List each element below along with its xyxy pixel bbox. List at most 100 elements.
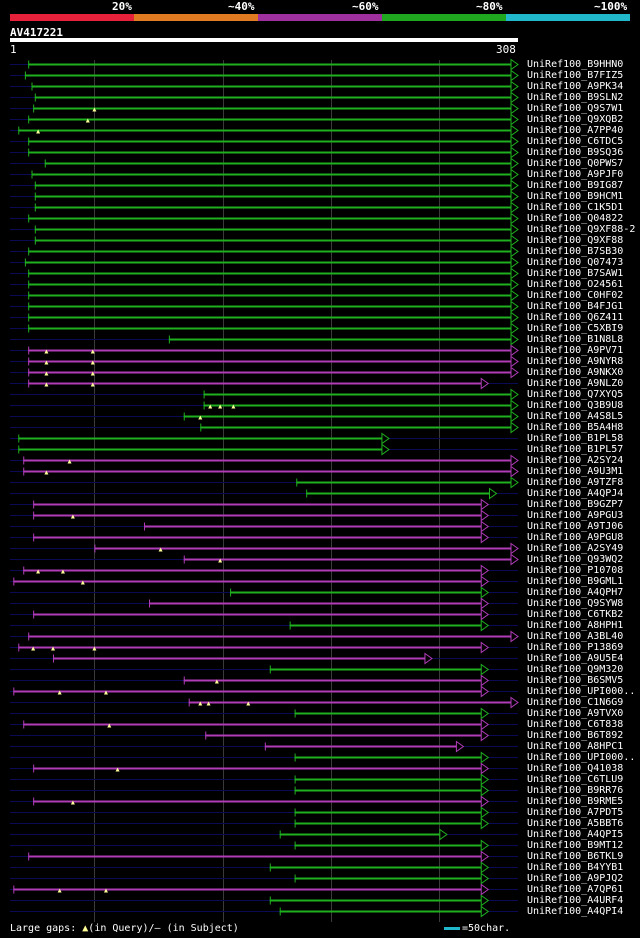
- hit-label[interactable]: UniRef100_Q0PWS7: [527, 158, 624, 169]
- hit-label[interactable]: UniRef100_Q07473: [527, 257, 624, 268]
- hit-label[interactable]: UniRef100_A4QPH7: [527, 587, 624, 598]
- hit-label[interactable]: UniRef100_A4QPI4: [527, 906, 624, 917]
- hit-label[interactable]: UniRef100_B1PL57: [527, 444, 624, 455]
- hit-label[interactable]: UniRef100_B7SB30: [527, 246, 624, 257]
- query-gap-marker: [44, 349, 49, 354]
- hit-label[interactable]: UniRef100_Q9XF88-2: [527, 224, 636, 235]
- hit-end-arrow: [510, 311, 519, 324]
- hit-end-arrow: [510, 630, 519, 643]
- hit-label[interactable]: UniRef100_A8HPC1: [527, 741, 624, 752]
- hit-label[interactable]: UniRef100_A9PJF0: [527, 169, 624, 180]
- hit-label[interactable]: UniRef100_O24561: [527, 279, 624, 290]
- scale-label-80: ~80%: [476, 0, 503, 13]
- hit-label[interactable]: UniRef100_A4QPJ4: [527, 488, 624, 499]
- hit-label[interactable]: UniRef100_B9SQ36: [527, 147, 624, 158]
- hit-label[interactable]: UniRef100_B4FJG1: [527, 301, 624, 312]
- query-gap-marker: [90, 360, 95, 365]
- hit-label[interactable]: UniRef100_C6TKB2: [527, 609, 624, 620]
- hit-label[interactable]: UniRef100_B5A4H8: [527, 422, 624, 433]
- hit-label[interactable]: UniRef100_A2SY49: [527, 543, 624, 554]
- hit-end-arrow: [510, 344, 519, 357]
- query-bar: [10, 38, 518, 42]
- hit-label[interactable]: UniRef100_A9PV71: [527, 345, 624, 356]
- hit-label[interactable]: UniRef100_C0HF02: [527, 290, 624, 301]
- query-gap-marker: [70, 800, 75, 805]
- hit-label[interactable]: UniRef100_A9NYR8: [527, 356, 624, 367]
- hit-end-arrow: [480, 795, 490, 808]
- hit-label[interactable]: UniRef100_B9MT12: [527, 840, 624, 851]
- hit-label[interactable]: UniRef100_B7FIZ5: [527, 70, 624, 81]
- hit-end-arrow: [480, 751, 490, 764]
- hit-label[interactable]: UniRef100_B9SLN2: [527, 92, 624, 103]
- hit-label[interactable]: UniRef100_A3BL40: [527, 631, 624, 642]
- hit-label[interactable]: UniRef100_B1PL58: [527, 433, 624, 444]
- hit-label[interactable]: UniRef100_Q6Z411: [527, 312, 624, 323]
- query-gap-marker-icon: ▲: [82, 923, 89, 934]
- hit-label[interactable]: UniRef100_Q7XYQ5: [527, 389, 624, 400]
- hit-label[interactable]: UniRef100_Q9XF88: [527, 235, 624, 246]
- hit-label[interactable]: UniRef100_Q9SYW8: [527, 598, 624, 609]
- hit-label[interactable]: UniRef100_A9PK34: [527, 81, 624, 92]
- hit-label[interactable]: UniRef100_C1N6G9: [527, 697, 624, 708]
- hit-label[interactable]: UniRef100_C6TLU9: [527, 774, 624, 785]
- hit-label[interactable]: UniRef100_A4QPI5: [527, 829, 624, 840]
- hit-label[interactable]: UniRef100_A5BBT6: [527, 818, 624, 829]
- hit-label[interactable]: UniRef100_A9TZF8: [527, 477, 624, 488]
- hit-label[interactable]: UniRef100_A4URF4: [527, 895, 624, 906]
- hit-label[interactable]: UniRef100_UPI000..: [527, 686, 636, 697]
- hit-label[interactable]: UniRef100_Q3B9U8: [527, 400, 624, 411]
- hit-label[interactable]: UniRef100_A9TJ06: [527, 521, 624, 532]
- hit-label[interactable]: UniRef100_A9PGU3: [527, 510, 624, 521]
- hit-label[interactable]: UniRef100_B9GML1: [527, 576, 624, 587]
- hit-label[interactable]: UniRef100_A9NKX0: [527, 367, 624, 378]
- hit-label[interactable]: UniRef100_B4YYB1: [527, 862, 624, 873]
- hit-label[interactable]: UniRef100_Q9XQB2: [527, 114, 624, 125]
- hit-label[interactable]: UniRef100_UPI000..: [527, 752, 636, 763]
- hit-label[interactable]: UniRef100_B9GZP7: [527, 499, 624, 510]
- hit-label[interactable]: UniRef100_C1K5D1: [527, 202, 624, 213]
- hit-label[interactable]: UniRef100_B1N8L8: [527, 334, 624, 345]
- hit-label[interactable]: UniRef100_A8HPH1: [527, 620, 624, 631]
- hit-label[interactable]: UniRef100_Q9S7W1: [527, 103, 624, 114]
- query-gap-marker: [44, 382, 49, 387]
- hit-end-arrow: [510, 278, 519, 291]
- hit-label[interactable]: UniRef100_A4S8L5: [527, 411, 624, 422]
- hit-end-arrow: [480, 575, 490, 588]
- hit-label[interactable]: UniRef100_Q93WQ2: [527, 554, 624, 565]
- query-gap-marker: [44, 371, 49, 376]
- hit-end-arrow: [510, 179, 519, 192]
- hit-label[interactable]: UniRef100_A7PDT5: [527, 807, 624, 818]
- hit-label[interactable]: UniRef100_A9PGU8: [527, 532, 624, 543]
- hit-label[interactable]: UniRef100_C6T838: [527, 719, 624, 730]
- query-gap-marker: [92, 646, 97, 651]
- hit-label[interactable]: UniRef100_A9U3M1: [527, 466, 624, 477]
- hit-label[interactable]: UniRef100_B9HHN0: [527, 59, 624, 70]
- hit-label[interactable]: UniRef100_B9IG87: [527, 180, 624, 191]
- hit-end-arrow: [510, 388, 519, 401]
- hit-end-arrow: [480, 872, 490, 885]
- hit-label[interactable]: UniRef100_Q9M320: [527, 664, 624, 675]
- hit-label[interactable]: UniRef100_B9RME5: [527, 796, 624, 807]
- hit-label[interactable]: UniRef100_B6TKL9: [527, 851, 624, 862]
- hit-label[interactable]: UniRef100_B6SMV5: [527, 675, 624, 686]
- hit-label[interactable]: UniRef100_A9U5E4: [527, 653, 624, 664]
- hit-label[interactable]: UniRef100_C5XBI9: [527, 323, 624, 334]
- hit-label[interactable]: UniRef100_B9HCM1: [527, 191, 624, 202]
- hit-label[interactable]: UniRef100_A2SY24: [527, 455, 624, 466]
- query-gap-marker: [57, 888, 62, 893]
- hit-label[interactable]: UniRef100_C6TDC5: [527, 136, 624, 147]
- hit-label[interactable]: UniRef100_P13869: [527, 642, 624, 653]
- hit-label[interactable]: UniRef100_A7PP40: [527, 125, 624, 136]
- hit-label[interactable]: UniRef100_P10708: [527, 565, 624, 576]
- hit-label[interactable]: UniRef100_B9RR76: [527, 785, 624, 796]
- legend-scale-text: =50char.: [462, 923, 511, 934]
- hit-label[interactable]: UniRef100_Q41038: [527, 763, 624, 774]
- hit-label[interactable]: UniRef100_A9NLZ0: [527, 378, 624, 389]
- hit-end-arrow: [510, 256, 519, 269]
- hit-label[interactable]: UniRef100_A9TVX0: [527, 708, 624, 719]
- hit-label[interactable]: UniRef100_A9PJQ2: [527, 873, 624, 884]
- hit-label[interactable]: UniRef100_A7QP61: [527, 884, 624, 895]
- hit-label[interactable]: UniRef100_B6T892: [527, 730, 624, 741]
- hit-label[interactable]: UniRef100_Q04822: [527, 213, 624, 224]
- hit-label[interactable]: UniRef100_B7SAW1: [527, 268, 624, 279]
